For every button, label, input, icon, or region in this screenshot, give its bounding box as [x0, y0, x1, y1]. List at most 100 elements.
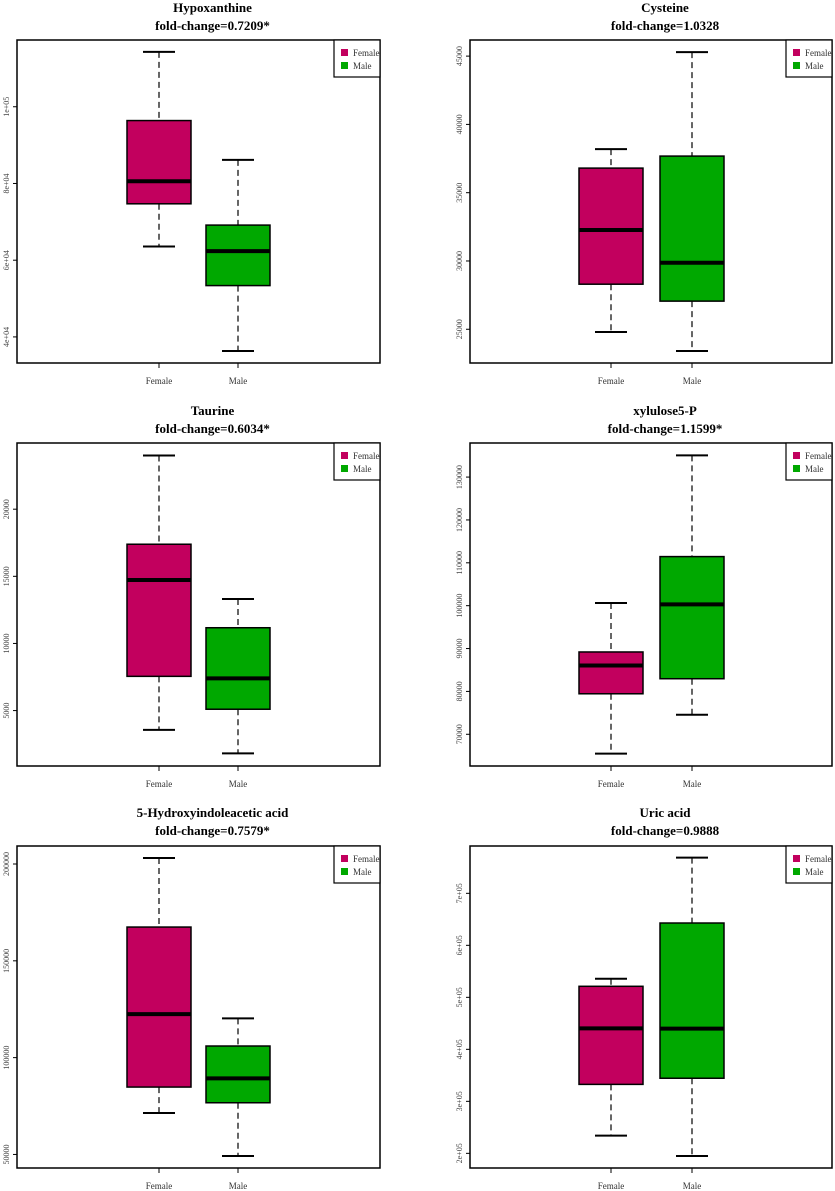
- y-tick-label: 3e+05: [455, 1091, 464, 1111]
- legend-swatch-female: [341, 855, 348, 862]
- panel-title: Uric acid: [640, 805, 692, 820]
- legend: Female Male: [333, 39, 381, 78]
- y-tick-label: 6e+04: [2, 250, 11, 270]
- legend: Female Male: [785, 845, 833, 884]
- box-female: [126, 857, 192, 1115]
- iqr-box: [126, 119, 192, 205]
- panel-subtitle: fold-change=0.9888: [611, 823, 720, 838]
- y-tick-label: 15000: [2, 566, 11, 586]
- legend-label: Male: [805, 867, 824, 877]
- panel-subtitle: fold-change=1.0328: [611, 18, 720, 33]
- iqr-box: [659, 555, 725, 680]
- plot-frame: [16, 39, 381, 364]
- legend-swatch-female: [341, 452, 348, 459]
- plot-frame: [16, 845, 381, 1169]
- legend-swatch-male: [341, 465, 348, 472]
- x-tick-label: Female: [598, 779, 625, 789]
- plot-frame: [16, 442, 381, 767]
- iqr-box: [578, 985, 644, 1086]
- legend-swatch-female: [793, 49, 800, 56]
- x-tick-label: Male: [229, 376, 248, 386]
- panel-4: 5-Hydroxyindoleacetic acid fold-change=0.…: [2, 805, 381, 1191]
- x-tick-label: Male: [683, 376, 702, 386]
- legend-swatch-female: [793, 855, 800, 862]
- y-tick-label: 4e+05: [455, 1039, 464, 1059]
- iqr-box: [126, 926, 192, 1088]
- x-tick-label: Male: [229, 1181, 248, 1191]
- y-tick-label: 6e+05: [455, 935, 464, 955]
- y-tick-label: 70000: [455, 724, 464, 744]
- y-tick-label: 120000: [455, 508, 464, 532]
- y-tick-label: 40000: [455, 114, 464, 134]
- x-tick-label: Female: [146, 376, 173, 386]
- y-tick-label: 8e+04: [2, 173, 11, 193]
- x-tick-label: Female: [598, 376, 625, 386]
- iqr-box: [205, 626, 271, 710]
- iqr-box: [578, 167, 644, 285]
- legend-swatch-female: [341, 49, 348, 56]
- legend-label: Male: [353, 867, 372, 877]
- panel-title: xylulose5-P: [633, 403, 697, 418]
- iqr-box: [205, 1045, 271, 1104]
- box-female: [578, 602, 644, 755]
- y-tick-label: 2e+05: [455, 1143, 464, 1163]
- box-male: [205, 598, 271, 755]
- y-tick-label: 4e+04: [2, 327, 11, 347]
- x-tick-label: Female: [598, 1181, 625, 1191]
- legend-label: Female: [805, 48, 832, 58]
- legend-box: [785, 845, 833, 884]
- y-tick-label: 200000: [2, 852, 11, 876]
- panel-2: Taurine fold-change=0.6034* 20000 15000 1000…: [2, 403, 381, 789]
- y-tick-label: 5000: [2, 703, 11, 719]
- legend-label: Female: [353, 854, 380, 864]
- legend-label: Male: [805, 464, 824, 474]
- panel-title: Cysteine: [641, 0, 689, 15]
- y-tick-label: 80000: [455, 681, 464, 701]
- legend-label: Male: [353, 464, 372, 474]
- legend: Female Male: [785, 39, 833, 78]
- box-male: [659, 51, 725, 352]
- legend-swatch-male: [793, 868, 800, 875]
- legend-label: Female: [353, 451, 380, 461]
- x-tick-label: Male: [683, 779, 702, 789]
- box-female: [126, 50, 192, 248]
- panel-subtitle: fold-change=1.1599*: [608, 421, 723, 436]
- y-tick-label: 100000: [2, 1046, 11, 1070]
- panel-subtitle: fold-change=0.6034*: [155, 421, 270, 436]
- panel-5: Uric acid fold-change=0.9888 7e+05 6e+05 5e+…: [455, 805, 833, 1191]
- y-tick-label: 50000: [2, 1144, 11, 1164]
- legend-box: [333, 845, 381, 884]
- panel-title: 5-Hydroxyindoleacetic acid: [137, 805, 290, 820]
- y-tick-label: 35000: [455, 183, 464, 203]
- box-male: [659, 856, 725, 1157]
- x-tick-label: Male: [229, 779, 248, 789]
- y-tick-label: 110000: [455, 551, 464, 575]
- x-tick-label: Female: [146, 1181, 173, 1191]
- legend-box: [785, 442, 833, 481]
- legend-box: [785, 39, 833, 78]
- y-tick-label: 30000: [455, 251, 464, 271]
- legend-box: [333, 442, 381, 481]
- box-male: [205, 158, 271, 352]
- panel-3: xylulose5-P fold-change=1.1599* 130000 1200…: [455, 403, 833, 789]
- x-tick-label: Female: [146, 779, 173, 789]
- plot-frame: [469, 442, 833, 767]
- y-tick-label: 20000: [2, 499, 11, 519]
- panel-title: Taurine: [191, 403, 235, 418]
- legend-swatch-male: [341, 62, 348, 69]
- legend-label: Female: [353, 48, 380, 58]
- panel-0: Hypoxanthine fold-change=0.7209* 1e+05 8e+0…: [2, 0, 381, 386]
- box-female: [578, 977, 644, 1137]
- box-female: [578, 148, 644, 333]
- plot-frame: [469, 845, 833, 1169]
- legend-label: Female: [805, 451, 832, 461]
- iqr-box: [578, 651, 644, 695]
- y-tick-label: 130000: [455, 465, 464, 489]
- box-male: [659, 454, 725, 716]
- legend-box: [333, 39, 381, 78]
- y-tick-label: 100000: [455, 594, 464, 618]
- plot-frame: [469, 39, 833, 364]
- legend-label: Female: [805, 854, 832, 864]
- legend: Female Male: [333, 442, 381, 481]
